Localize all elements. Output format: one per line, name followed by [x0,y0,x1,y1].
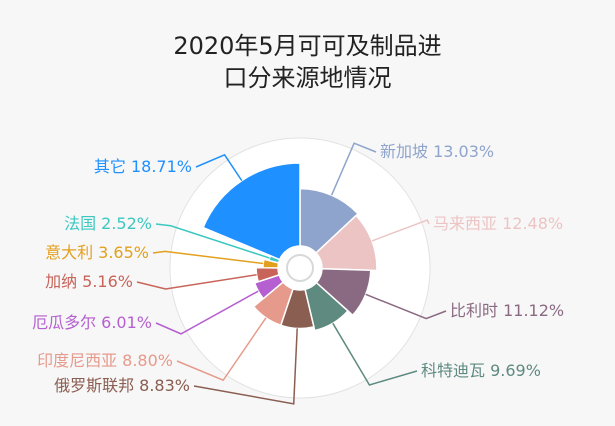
pie-label-11: 其它 18.71% [94,157,192,176]
pie-label-6: 印度尼西亚 8.80% [37,351,173,370]
pie-leader-line-7 [155,290,259,335]
pie-label-8: 加纳 5.16% [45,272,133,291]
pie-label-4: 科特迪瓦 9.69% [421,361,541,380]
pie-leader-line-2 [371,219,430,242]
pie-label-3: 比利时 11.12% [450,301,564,320]
pie-leader-line-1 [330,142,377,196]
pie-leader-line-5 [193,328,298,405]
pie-label-10: 法国 2.52% [64,214,152,233]
pie-leader-line-9 [152,250,264,265]
pie-label-9: 意大利 3.65% [45,243,149,262]
pie-leader-line-6 [176,317,267,382]
pie-leader-line-4 [332,322,418,386]
pie-center-ring [286,254,314,282]
pie-label-7: 厄瓜多尔 6.01% [32,313,152,332]
pie-label-1: 新加坡 13.03% [380,142,494,161]
pie-center-hole [278,246,322,290]
pie-leader-line-11 [195,153,243,182]
pie-slice-3[interactable] [315,267,372,317]
pie-label-2: 马来西亚 12.48% [433,214,563,233]
chart-title-line-2: 口分来源地情况 [223,64,392,92]
pie-leader-line-8 [136,274,257,290]
pie-label-5: 俄罗斯联邦 8.83% [54,376,190,395]
pie-leader-line-3 [365,293,447,320]
chart-title-line-1: 2020年5月可可及制品进 [173,32,442,60]
pie-leader-line-10 [155,223,270,259]
